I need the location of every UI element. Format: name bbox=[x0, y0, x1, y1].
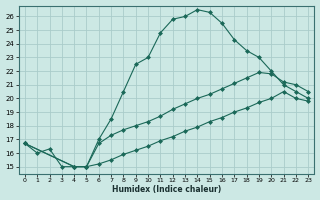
X-axis label: Humidex (Indice chaleur): Humidex (Indice chaleur) bbox=[112, 185, 221, 194]
